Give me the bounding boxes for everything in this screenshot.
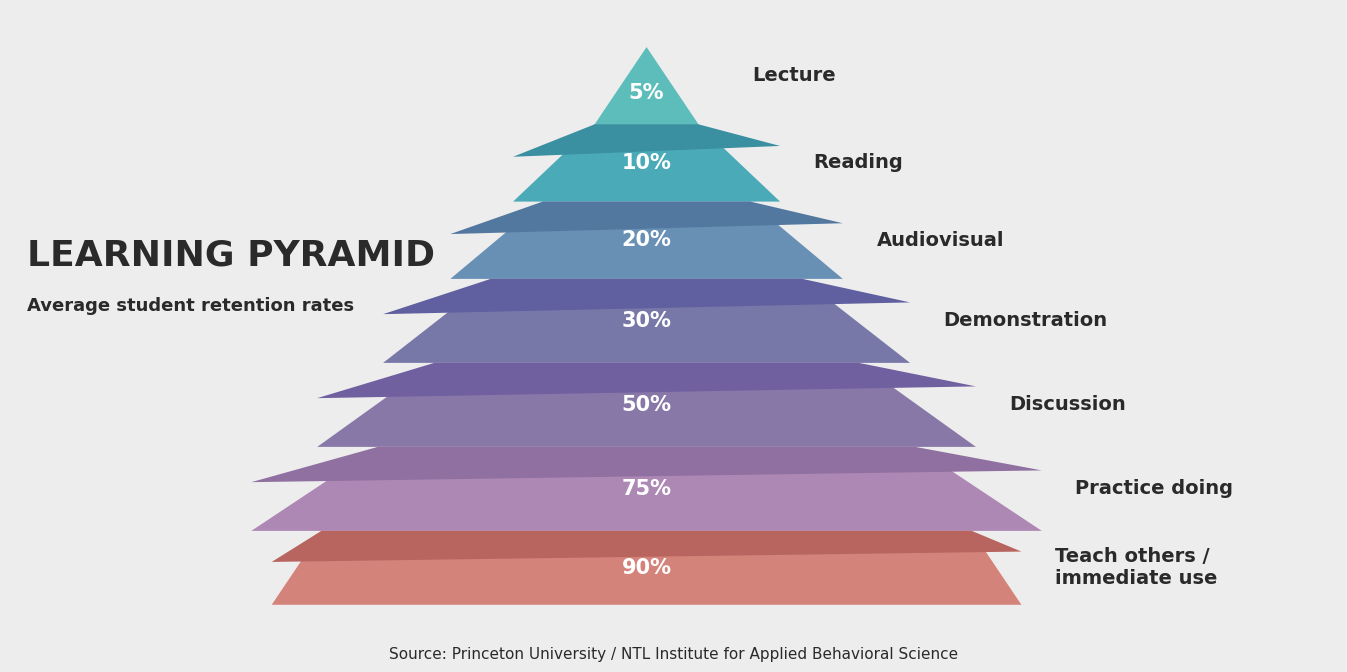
Text: Practice doing: Practice doing	[1075, 479, 1234, 499]
Polygon shape	[272, 531, 1021, 562]
Polygon shape	[383, 279, 911, 314]
Polygon shape	[383, 279, 911, 363]
Text: 20%: 20%	[621, 230, 672, 250]
Polygon shape	[594, 47, 699, 124]
Polygon shape	[252, 447, 1041, 482]
Text: Audiovisual: Audiovisual	[877, 230, 1004, 250]
Text: Reading: Reading	[814, 153, 904, 173]
Polygon shape	[318, 363, 975, 447]
Text: Lecture: Lecture	[753, 66, 836, 85]
Polygon shape	[272, 531, 1021, 605]
Polygon shape	[450, 202, 843, 234]
Polygon shape	[252, 447, 1041, 531]
Text: 30%: 30%	[621, 311, 672, 331]
Text: Source: Princeton University / NTL Institute for Applied Behavioral Science: Source: Princeton University / NTL Insti…	[389, 647, 958, 662]
Text: 75%: 75%	[621, 479, 672, 499]
Text: 5%: 5%	[629, 83, 664, 103]
Text: Teach others /
immediate use: Teach others / immediate use	[1055, 547, 1218, 589]
Text: Average student retention rates: Average student retention rates	[27, 297, 354, 314]
Text: 90%: 90%	[621, 558, 672, 578]
Text: LEARNING PYRAMID: LEARNING PYRAMID	[27, 239, 435, 272]
Text: Discussion: Discussion	[1010, 395, 1126, 415]
Polygon shape	[513, 124, 780, 157]
Text: 50%: 50%	[621, 395, 672, 415]
Text: 10%: 10%	[621, 153, 672, 173]
Polygon shape	[318, 363, 975, 398]
Text: Demonstration: Demonstration	[944, 311, 1107, 331]
Polygon shape	[513, 124, 780, 202]
Polygon shape	[450, 202, 843, 279]
